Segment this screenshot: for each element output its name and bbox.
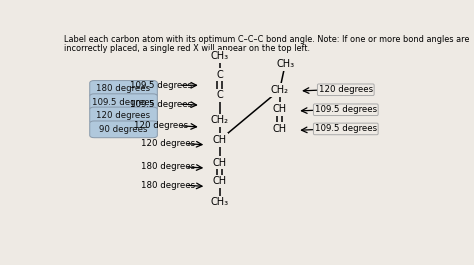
Text: 120 degrees: 120 degrees [134,121,189,130]
Text: CH₃: CH₃ [211,51,229,61]
Text: Label each carbon atom with its optimum C–C–C bond angle. Note: If one or more b: Label each carbon atom with its optimum … [64,36,469,45]
Text: 180 degrees: 180 degrees [141,162,195,171]
Text: 120 degrees: 120 degrees [97,111,151,120]
FancyBboxPatch shape [90,81,157,97]
Text: 120 degrees: 120 degrees [141,139,195,148]
Text: CH₂: CH₂ [271,85,289,95]
Text: 120 degrees: 120 degrees [319,85,373,94]
Text: C: C [217,90,223,100]
FancyBboxPatch shape [90,107,157,124]
Text: CH: CH [213,176,227,186]
Text: CH₃: CH₃ [276,59,294,69]
Text: 109.5 degrees: 109.5 degrees [92,98,155,107]
Text: CH₃: CH₃ [211,197,229,207]
Text: 180 degrees: 180 degrees [141,181,195,190]
Text: 180 degrees: 180 degrees [97,85,151,94]
Text: CH: CH [213,135,227,145]
Text: CH₂: CH₂ [211,115,229,125]
Text: CH: CH [273,104,287,114]
Text: C: C [217,70,223,80]
Text: CH: CH [213,158,227,168]
Text: 109.5 degrees: 109.5 degrees [130,81,192,90]
Text: 90 degrees: 90 degrees [99,125,148,134]
Text: 109.5 degrees: 109.5 degrees [315,105,377,114]
Text: CH: CH [273,124,287,134]
Text: 109.5 degrees: 109.5 degrees [130,100,192,109]
Text: incorrectly placed, a single red X will appear on the top left.: incorrectly placed, a single red X will … [64,44,310,53]
FancyBboxPatch shape [90,121,157,138]
Text: 109.5 degrees: 109.5 degrees [315,125,377,134]
FancyBboxPatch shape [90,94,157,111]
